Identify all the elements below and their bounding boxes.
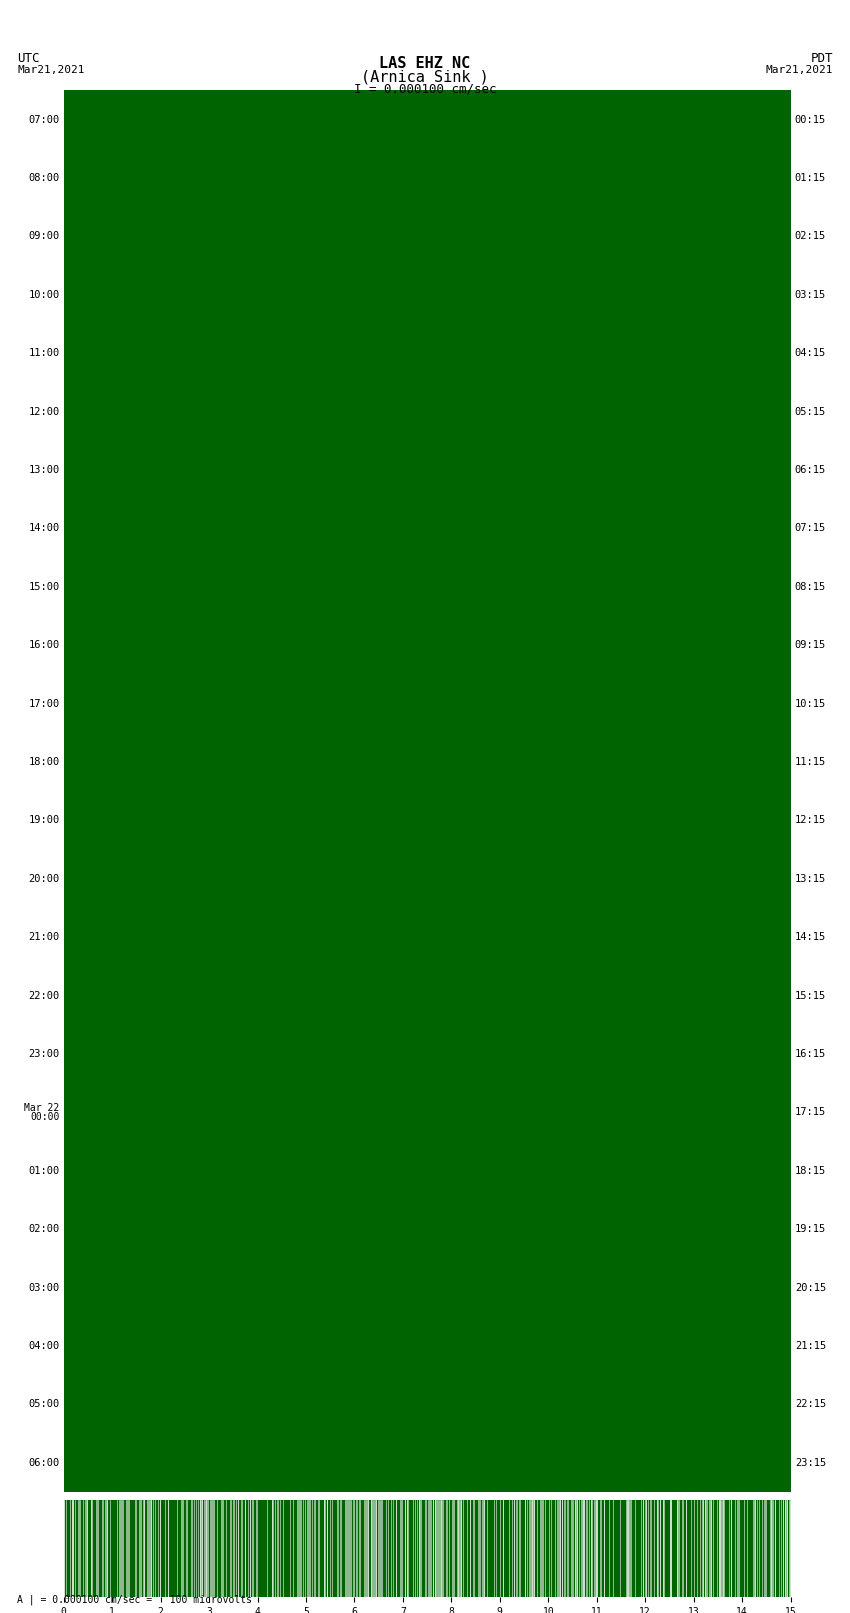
Text: 23:00: 23:00: [28, 1048, 60, 1060]
Text: 14:00: 14:00: [28, 523, 60, 534]
Text: 00:00: 00:00: [30, 1113, 60, 1123]
Text: PDT: PDT: [811, 52, 833, 65]
Text: LAS EHZ NC: LAS EHZ NC: [379, 56, 471, 71]
Text: 17:00: 17:00: [28, 698, 60, 708]
Text: 09:00: 09:00: [28, 231, 60, 242]
Text: 12:15: 12:15: [795, 816, 826, 826]
Text: UTC: UTC: [17, 52, 39, 65]
Text: 15:15: 15:15: [795, 990, 826, 1000]
Text: 12:00: 12:00: [28, 406, 60, 416]
Text: 05:15: 05:15: [795, 406, 826, 416]
Text: 11:00: 11:00: [28, 348, 60, 358]
Text: 19:15: 19:15: [795, 1224, 826, 1234]
Text: 23:15: 23:15: [795, 1458, 826, 1468]
Text: 08:00: 08:00: [28, 173, 60, 182]
Text: Mar21,2021: Mar21,2021: [766, 65, 833, 74]
Text: Mar21,2021: Mar21,2021: [17, 65, 84, 74]
Text: 18:15: 18:15: [795, 1166, 826, 1176]
Text: 22:00: 22:00: [28, 990, 60, 1000]
Text: 07:00: 07:00: [28, 115, 60, 124]
Text: 09:15: 09:15: [795, 640, 826, 650]
Text: 03:15: 03:15: [795, 290, 826, 300]
Text: 14:15: 14:15: [795, 932, 826, 942]
Text: 13:15: 13:15: [795, 874, 826, 884]
Text: A | = 0.000100 cm/sec =   100 microvolts: A | = 0.000100 cm/sec = 100 microvolts: [17, 1594, 252, 1605]
Text: 20:15: 20:15: [795, 1282, 826, 1292]
Text: 05:00: 05:00: [28, 1400, 60, 1410]
Text: 00:15: 00:15: [795, 115, 826, 124]
Text: I = 0.000100 cm/sec: I = 0.000100 cm/sec: [354, 82, 496, 95]
Text: 04:15: 04:15: [795, 348, 826, 358]
Text: 02:00: 02:00: [28, 1224, 60, 1234]
Text: Mar 22: Mar 22: [25, 1103, 60, 1113]
Text: 17:15: 17:15: [795, 1108, 826, 1118]
Text: 01:15: 01:15: [795, 173, 826, 182]
Text: 15:00: 15:00: [28, 582, 60, 592]
Text: 04:00: 04:00: [28, 1340, 60, 1352]
Text: 19:00: 19:00: [28, 816, 60, 826]
Text: 16:15: 16:15: [795, 1048, 826, 1060]
Text: 02:15: 02:15: [795, 231, 826, 242]
Text: 13:00: 13:00: [28, 465, 60, 474]
Text: 22:15: 22:15: [795, 1400, 826, 1410]
Text: (Arnica Sink ): (Arnica Sink ): [361, 69, 489, 84]
Text: 07:15: 07:15: [795, 523, 826, 534]
Text: 21:15: 21:15: [795, 1340, 826, 1352]
Text: 20:00: 20:00: [28, 874, 60, 884]
Text: 06:00: 06:00: [28, 1458, 60, 1468]
Text: 10:15: 10:15: [795, 698, 826, 708]
Text: 06:15: 06:15: [795, 465, 826, 474]
Text: 21:00: 21:00: [28, 932, 60, 942]
Text: 11:15: 11:15: [795, 756, 826, 766]
Text: 08:15: 08:15: [795, 582, 826, 592]
Text: 18:00: 18:00: [28, 756, 60, 766]
Text: 10:00: 10:00: [28, 290, 60, 300]
Text: 01:00: 01:00: [28, 1166, 60, 1176]
Text: 16:00: 16:00: [28, 640, 60, 650]
Text: 03:00: 03:00: [28, 1282, 60, 1292]
